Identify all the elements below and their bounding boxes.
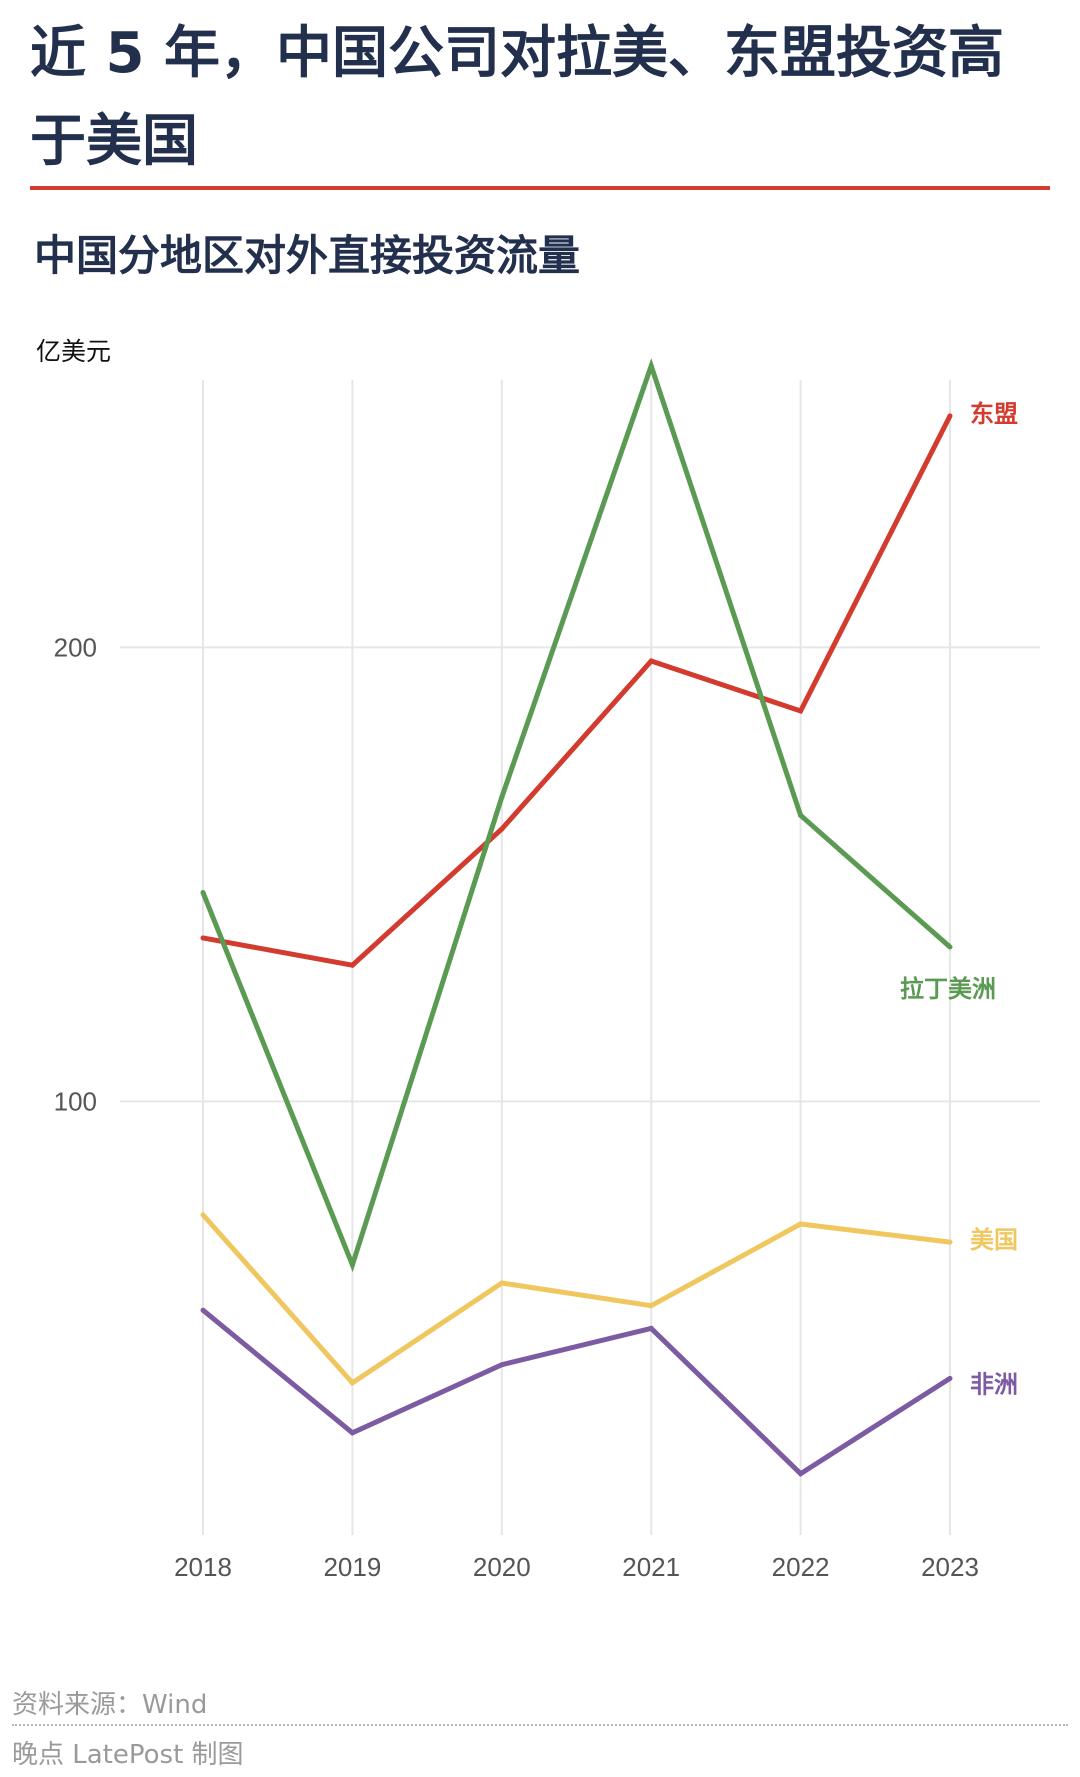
data-point-0-2021	[648, 658, 654, 664]
data-point-1-2021	[648, 363, 654, 369]
x-tick-label-2021: 2021	[622, 1552, 680, 1582]
series-label-2: 美国	[970, 1226, 1018, 1254]
data-point-1-2019	[349, 1262, 355, 1268]
y-tick-label-100: 100	[54, 1086, 97, 1116]
series-label-1: 拉丁美洲	[900, 975, 996, 1003]
x-tick-label-2019: 2019	[323, 1552, 381, 1582]
data-point-0-2022	[798, 708, 804, 714]
data-point-2-2022	[798, 1221, 804, 1227]
data-point-3-2019	[349, 1430, 355, 1436]
credit-note: 晚点 LatePost 制图	[12, 1740, 244, 1770]
x-tick-label-2023: 2023	[921, 1552, 979, 1582]
x-tick-label-2020: 2020	[473, 1552, 531, 1582]
series-label-0: 东盟	[970, 400, 1018, 428]
series-line-1	[200, 358, 952, 1273]
series-line-0	[202, 414, 953, 968]
data-point-0-2023	[947, 413, 953, 419]
series-label-3: 非洲	[970, 1370, 1018, 1398]
data-point-2-2020	[499, 1280, 505, 1286]
x-tick-label-2018: 2018	[174, 1552, 232, 1582]
data-point-0-2019	[349, 962, 355, 968]
data-point-2-2023	[947, 1239, 953, 1245]
data-point-3-2022	[798, 1471, 804, 1477]
data-point-0-2018	[200, 935, 206, 941]
data-point-1-2022	[798, 812, 804, 818]
source-note: 资料来源：Wind	[12, 1690, 208, 1720]
title-divider	[30, 186, 1050, 190]
page-title: 近 5 年，中国公司对拉美、东盟投资高于美国	[30, 21, 1004, 174]
series-line-2	[201, 1213, 951, 1387]
data-point-1-2023	[947, 944, 953, 950]
data-point-3-2018	[200, 1307, 206, 1313]
data-point-3-2020	[499, 1362, 505, 1368]
y-tick-label-200: 200	[54, 632, 97, 662]
data-point-2-2019	[349, 1380, 355, 1386]
data-point-2-2018	[200, 1212, 206, 1218]
x-tick-label-2022: 2022	[772, 1552, 830, 1582]
data-point-0-2020	[499, 826, 505, 832]
data-point-1-2018	[200, 890, 206, 896]
y-axis-unit-label: 亿美元	[36, 337, 112, 366]
data-point-3-2023	[947, 1375, 953, 1381]
chart-subtitle: 中国分地区对外直接投资流量	[34, 231, 581, 280]
data-point-3-2021	[648, 1325, 654, 1331]
data-point-1-2020	[499, 794, 505, 800]
series-line-3	[201, 1308, 952, 1477]
footer-divider	[12, 1724, 1068, 1726]
data-point-2-2021	[648, 1303, 654, 1309]
